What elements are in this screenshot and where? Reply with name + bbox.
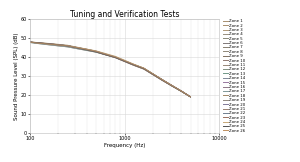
X-axis label: Frequency (Hz): Frequency (Hz) bbox=[104, 143, 145, 148]
Title: Tuning and Verification Tests: Tuning and Verification Tests bbox=[70, 10, 179, 19]
Legend: Zone 1, Zone 2, Zone 3, Zone 4, Zone 5, Zone 6, Zone 7, Zone 8, Zone 9, Zone 10,: Zone 1, Zone 2, Zone 3, Zone 4, Zone 5, … bbox=[223, 19, 245, 133]
Y-axis label: Sound Pressure Level (SPL) (dB): Sound Pressure Level (SPL) (dB) bbox=[14, 32, 19, 120]
